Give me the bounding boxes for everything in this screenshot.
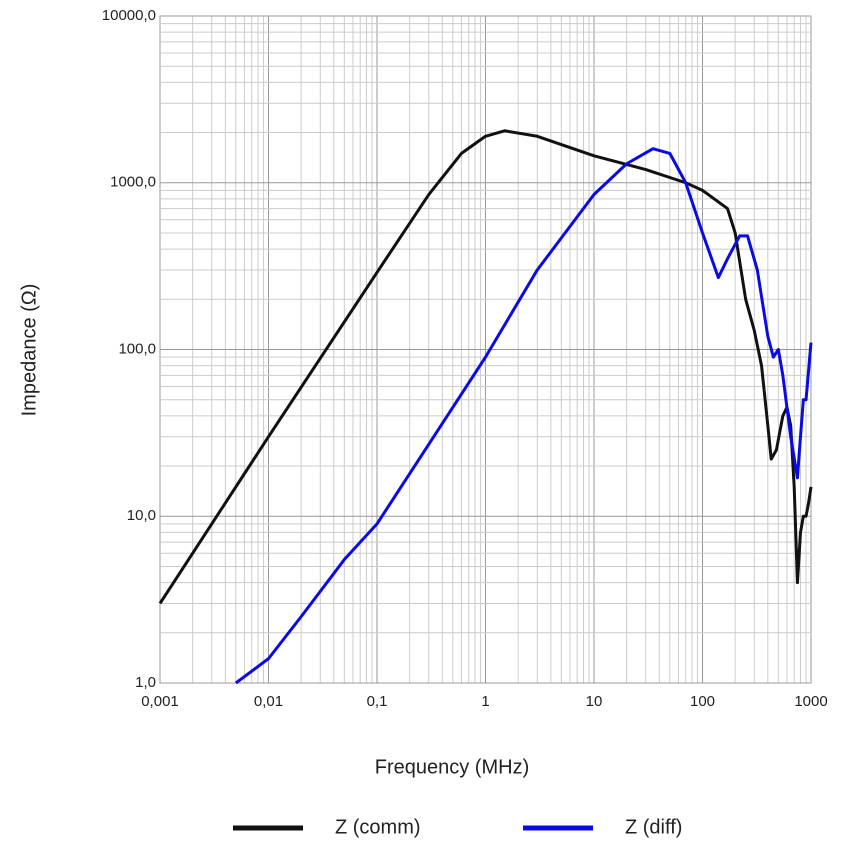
y-tick-label: 1000,0 [110,174,156,191]
series-line [158,129,813,605]
y-axis-title: Impedance (Ω) [18,284,40,417]
x-tick-label: 10 [586,693,603,710]
legend-label: Z (comm) [335,816,421,838]
x-tick-label: 0,001 [141,693,179,710]
y-tick-label: 10000,0 [102,7,156,24]
x-tick-label: 100 [690,693,715,710]
x-tick-label: 1000 [794,693,827,710]
y-tick-label: 100,0 [118,340,156,357]
x-axis-title: Frequency (MHz) [375,756,529,778]
y-tick-label: 1,0 [135,674,156,691]
x-tick-label: 0,01 [254,693,283,710]
x-tick-label: 0,1 [367,693,388,710]
legend-label: Z (diff) [625,816,682,838]
x-tick-label: 1 [481,693,489,710]
y-tick-label: 10,0 [127,507,156,524]
series-line [234,147,813,685]
